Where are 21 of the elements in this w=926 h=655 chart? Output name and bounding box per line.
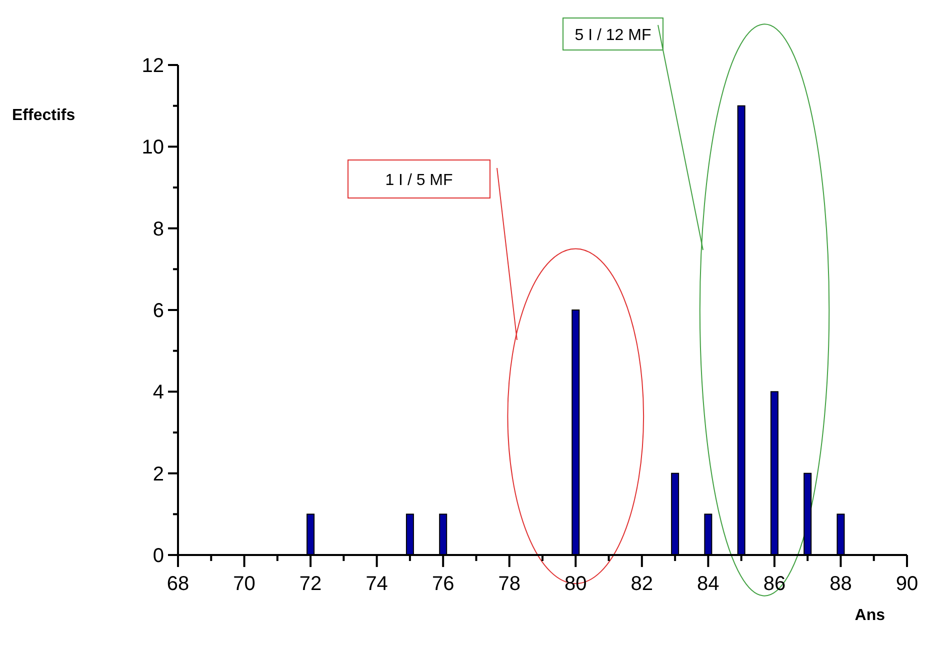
x-tick-label: 78 [498, 573, 520, 595]
text: 5 I / 12 MF [574, 27, 652, 44]
x-tick-label: 82 [630, 573, 654, 595]
y-tick-label: 8 [152, 218, 164, 240]
y-tick-label: 6 [152, 300, 164, 322]
x-tick-label: 70 [233, 573, 256, 595]
x-axis-title: Ans [854, 607, 886, 624]
y-tick-label: 2 [152, 463, 164, 486]
x-tick-label: 72 [299, 573, 322, 595]
x-tick-label: 84 [697, 573, 720, 595]
y-tick-label: 10 [142, 136, 164, 159]
x-tick-label: 74 [366, 573, 388, 595]
y-tick-label: 0 [152, 545, 164, 567]
x-tick-label: 68 [166, 573, 190, 595]
x-tick-label: 88 [830, 573, 852, 595]
annotation: 1 I / 5 MF [385, 172, 454, 189]
x-tick-label: 90 [896, 573, 918, 595]
y-axis-title: Effectifs [12, 107, 76, 124]
x-tick-label: 76 [432, 573, 454, 595]
y-tick-label: 4 [152, 382, 164, 404]
y-tick-label: 12 [142, 55, 164, 77]
